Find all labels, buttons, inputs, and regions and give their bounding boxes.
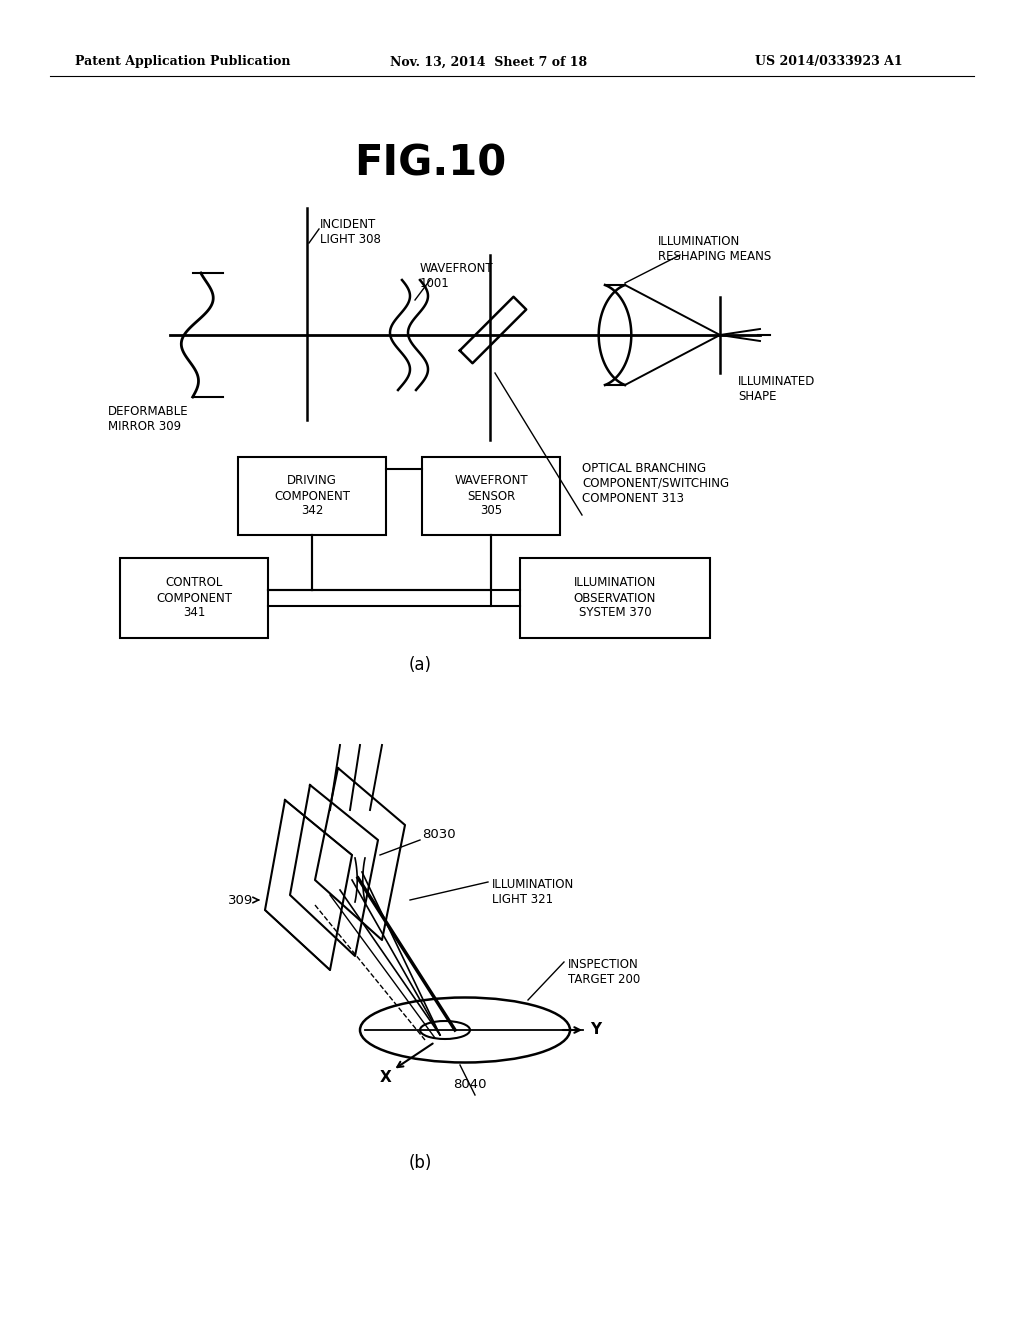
Text: OPTICAL BRANCHING
COMPONENT/SWITCHING
COMPONENT 313: OPTICAL BRANCHING COMPONENT/SWITCHING CO…	[582, 462, 729, 506]
Text: CONTROL
COMPONENT
341: CONTROL COMPONENT 341	[156, 577, 232, 619]
Text: 8040: 8040	[454, 1078, 486, 1092]
Text: X: X	[380, 1071, 392, 1085]
Text: US 2014/0333923 A1: US 2014/0333923 A1	[755, 55, 902, 69]
Text: Patent Application Publication: Patent Application Publication	[75, 55, 291, 69]
Text: DEFORMABLE
MIRROR 309: DEFORMABLE MIRROR 309	[108, 405, 188, 433]
Text: ILLUMINATION
RESHAPING MEANS: ILLUMINATION RESHAPING MEANS	[658, 235, 771, 263]
Text: 309: 309	[228, 894, 253, 907]
Text: (a): (a)	[409, 656, 431, 675]
Bar	[520, 558, 710, 638]
Text: ILLUMINATION
OBSERVATION
SYSTEM 370: ILLUMINATION OBSERVATION SYSTEM 370	[573, 577, 656, 619]
Text: (b): (b)	[409, 1154, 432, 1172]
Text: WAVEFRONT
1001: WAVEFRONT 1001	[420, 261, 494, 290]
Bar	[422, 457, 560, 535]
Text: INSPECTION
TARGET 200: INSPECTION TARGET 200	[568, 958, 640, 986]
Text: INCIDENT
LIGHT 308: INCIDENT LIGHT 308	[319, 218, 381, 246]
Text: ILLUMINATED
SHAPE: ILLUMINATED SHAPE	[738, 375, 815, 403]
Bar	[238, 457, 386, 535]
Text: WAVEFRONT
SENSOR
305: WAVEFRONT SENSOR 305	[455, 474, 527, 517]
Text: ILLUMINATION
LIGHT 321: ILLUMINATION LIGHT 321	[492, 878, 574, 906]
Text: DRIVING
COMPONENT
342: DRIVING COMPONENT 342	[274, 474, 350, 517]
Text: Nov. 13, 2014  Sheet 7 of 18: Nov. 13, 2014 Sheet 7 of 18	[390, 55, 587, 69]
Text: Y: Y	[590, 1023, 601, 1038]
Text: FIG.10: FIG.10	[354, 143, 506, 183]
Text: 8030: 8030	[422, 829, 456, 842]
Bar	[120, 558, 268, 638]
